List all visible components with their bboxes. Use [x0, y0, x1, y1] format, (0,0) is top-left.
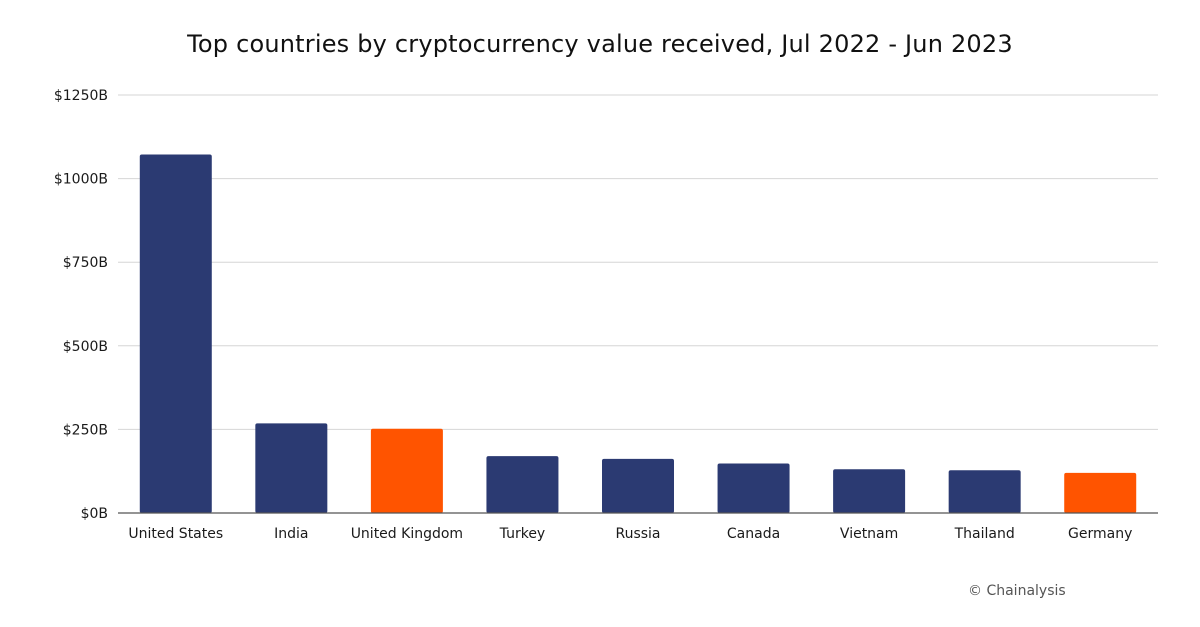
y-tick-label: $750B — [63, 255, 108, 271]
source-credit: © Chainalysis — [968, 583, 1066, 599]
bar — [255, 423, 328, 513]
bar — [139, 154, 212, 513]
bar — [486, 456, 559, 513]
y-tick-label: $1000B — [54, 172, 108, 188]
chart-title: Top countries by cryptocurrency value re… — [187, 30, 1013, 58]
bar — [1064, 472, 1137, 513]
x-tick-label: Turkey — [499, 526, 546, 542]
y-tick-label: $500B — [63, 339, 108, 355]
bar — [370, 428, 443, 513]
y-tick-label: $250B — [63, 422, 108, 438]
axes: $0B $250B $500B $750B $1000B $1250B United Sta… — [54, 88, 1158, 542]
x-tick-label: Russia — [615, 526, 660, 542]
bar — [602, 458, 674, 513]
bars — [139, 154, 1137, 513]
bar — [948, 470, 1021, 513]
x-tick-label: Vietnam — [840, 526, 898, 542]
bar — [717, 463, 790, 513]
x-tick-label: United Kingdom — [351, 526, 463, 542]
x-tick-label: Thailand — [954, 526, 1015, 542]
x-tick-label: India — [274, 526, 308, 542]
x-tick-label: United States — [128, 526, 223, 542]
x-tick-label: Germany — [1068, 526, 1132, 542]
grid-lines — [118, 94, 1158, 430]
bar — [833, 469, 906, 513]
y-tick-label: $1250B — [54, 88, 108, 104]
y-tick-label: $0B — [81, 506, 108, 522]
x-tick-label: Canada — [727, 526, 780, 542]
